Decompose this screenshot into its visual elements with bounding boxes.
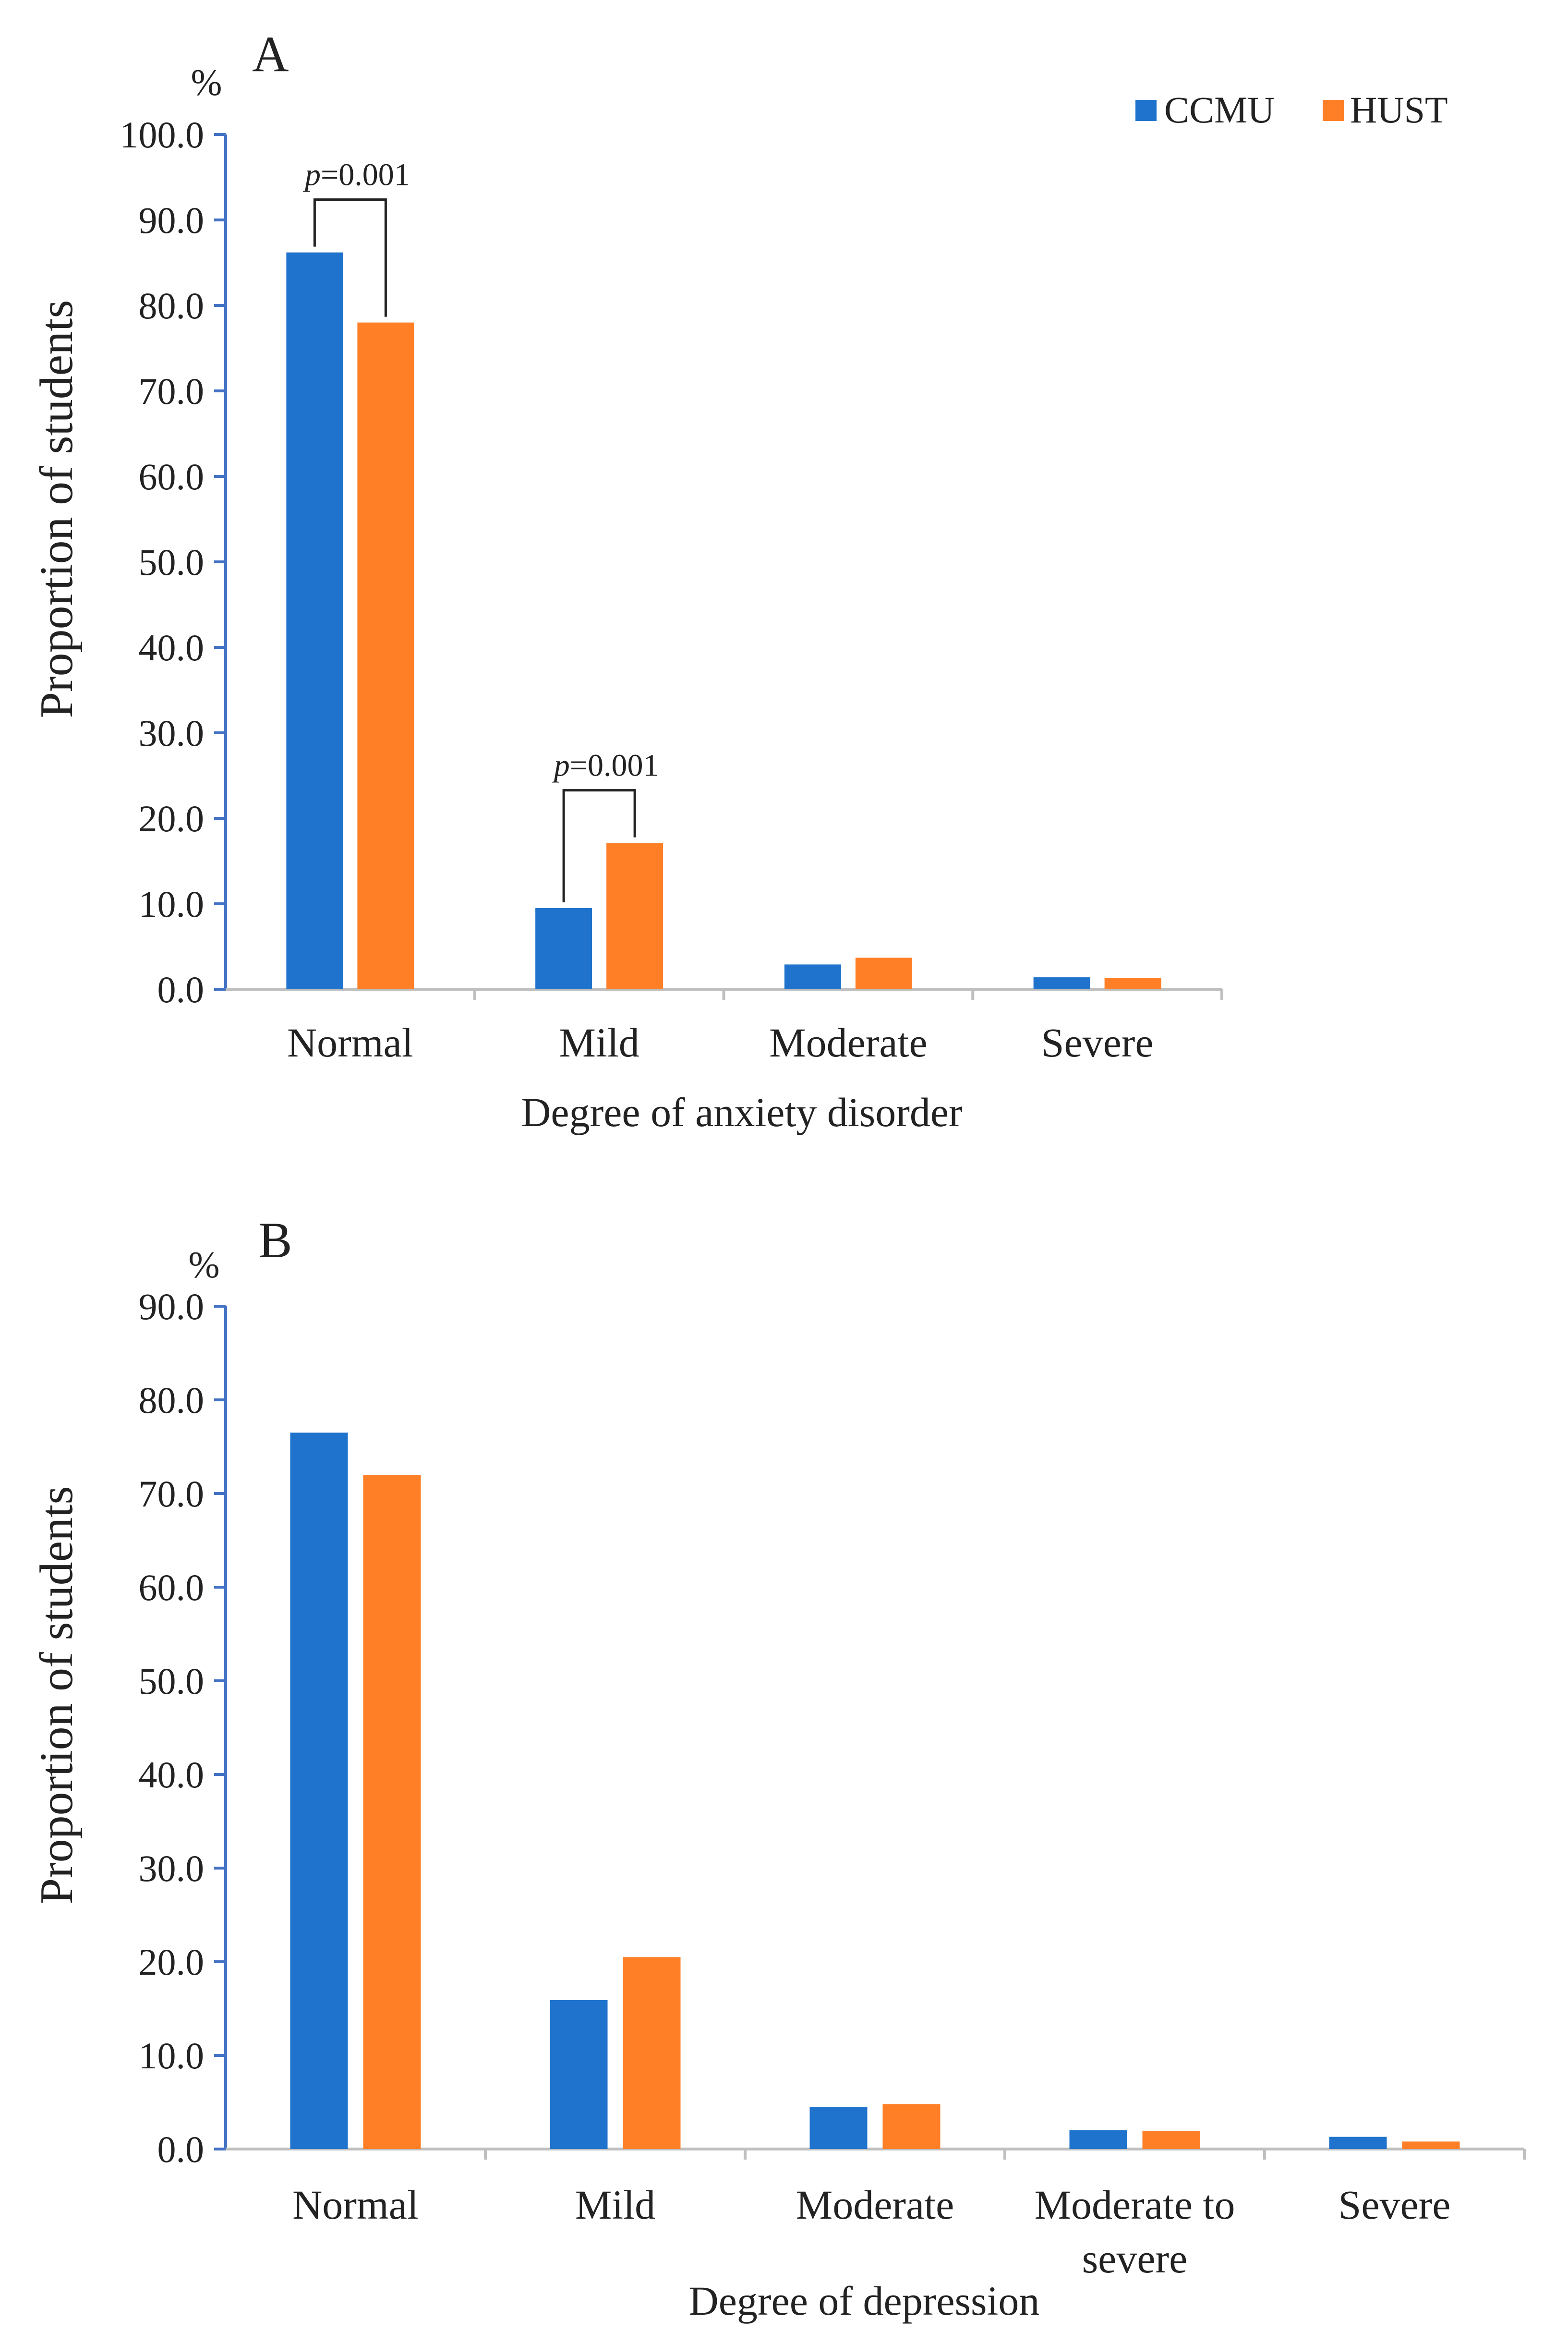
panel-b-category-label: Severe [1339,2182,1451,2228]
panel-b-category-label: Normal [292,2182,419,2228]
panel-b-y-tick-label: 0.0 [157,2128,205,2170]
legend-label-ccmu: CCMU [1164,89,1275,131]
panel-a-y-tick-label: 50.0 [139,541,205,583]
legend: CCMU HUST [1135,89,1448,131]
panel-a-y-tick-label: 100.0 [120,114,205,156]
panel-a-category-label: Moderate [769,1020,928,1066]
panel-a-p-value-label: p=0.001 [552,748,659,783]
panel-b-bar-ccmu-severe [1329,2137,1387,2149]
panel-b-y-axis-title: Proportion of students [31,1486,83,1904]
legend-swatch-hust [1323,100,1344,121]
panel-b-unit-label: % [189,1244,220,1286]
panel-b-bar-ccmu-moderate-to-severe [1069,2130,1127,2149]
panel-b-bar-hust-severe [1402,2141,1460,2149]
panel-b-bar-ccmu-normal [290,1433,348,2149]
panel-a-y-axis-title: Proportion of students [31,300,83,718]
panel-b-bar-ccmu-mild [550,2000,608,2149]
panel-b-marks: 90.0 80.0 70.0 60.0 50.0 40.0 30.0 20.0 10.0 0.0 N… [139,1286,1526,2282]
panel-a-significance-bracket [313,198,387,317]
panel-a-category-label: Normal [287,1020,413,1066]
panel-b-y-tick-label: 20.0 [139,1941,205,1983]
panel-a-y-tick-label: 10.0 [139,883,205,925]
panel-a-y-tick-label: 0.0 [157,969,205,1010]
panel-b-y-tick-label: 70.0 [139,1473,205,1515]
panel-a-bar-hust-normal [357,322,414,989]
panel-a-bar-ccmu-normal [286,252,343,989]
panel-a-letter: A [252,26,289,82]
panel-a-y-tick-label: 20.0 [139,798,205,839]
panel-b-bar-hust-moderate [882,2104,941,2149]
panel-b-category-label: Moderate [796,2182,954,2228]
panel-a-bar-hust-moderate [855,958,912,989]
legend-swatch-ccmu [1135,100,1157,121]
panel-b-y-tick-label: 80.0 [139,1379,205,1421]
panel-b-y-tick-label: 50.0 [139,1660,205,1702]
panel-a-y-tick-label: 80.0 [139,285,205,327]
panel-a-y-tick-label: 60.0 [139,456,205,498]
panel-a-unit-label: % [191,61,222,103]
panel-a-bar-ccmu-moderate [784,964,841,989]
panel-a-significance-bracket [562,789,636,902]
panel-a-category-label: Severe [1041,1020,1154,1066]
panel-a-y-tick-label: 90.0 [139,199,205,241]
legend-label-hust: HUST [1350,89,1448,131]
panel-b-chart: B % Proportion of students Degree of dep… [31,1212,1526,2324]
panel-b-y-tick-label: 40.0 [139,1754,205,1796]
panel-a-chart: A % Proportion of students Degree of anx… [31,26,1223,1135]
panel-b-bar-hust-normal [363,1475,421,2149]
panel-b-bar-hust-moderate-to-severe [1142,2131,1200,2149]
panel-a-bar-hust-mild [606,843,663,989]
panel-b-x-axis-title: Degree of depression [689,2278,1040,2324]
panel-a-y-tick-label: 70.0 [139,370,205,412]
panel-b-bar-hust-mild [623,1957,681,2149]
panel-a-p-value-label: p=0.001 [303,158,410,193]
panel-a-y-tick-label: 30.0 [139,712,205,754]
panel-a-bar-hust-severe [1104,978,1161,989]
panel-a-y-tick-label: 40.0 [139,627,205,668]
panel-a-marks: 100.0 90.0 80.0 70.0 60.0 50.0 40.0 30.0 20.0 10.… [120,114,1223,1066]
panel-b-y-tick-label: 30.0 [139,1847,205,1889]
panel-b-category-label: Moderate to severe [1035,2182,1235,2282]
panel-a-bar-ccmu-mild [535,908,592,989]
panel-a-x-axis-title: Degree of anxiety disorder [521,1089,962,1135]
panel-b-bar-ccmu-moderate [809,2107,868,2149]
panel-b-y-tick-label: 90.0 [139,1286,205,1327]
panel-b-y-tick-label: 10.0 [139,2035,205,2077]
panel-b-y-tick-label: 60.0 [139,1567,205,1608]
panel-a-bar-ccmu-severe [1033,977,1090,989]
panel-b-category-label: Mild [575,2182,655,2228]
panel-a-category-label: Mild [559,1020,639,1066]
panel-b-letter: B [258,1212,292,1268]
